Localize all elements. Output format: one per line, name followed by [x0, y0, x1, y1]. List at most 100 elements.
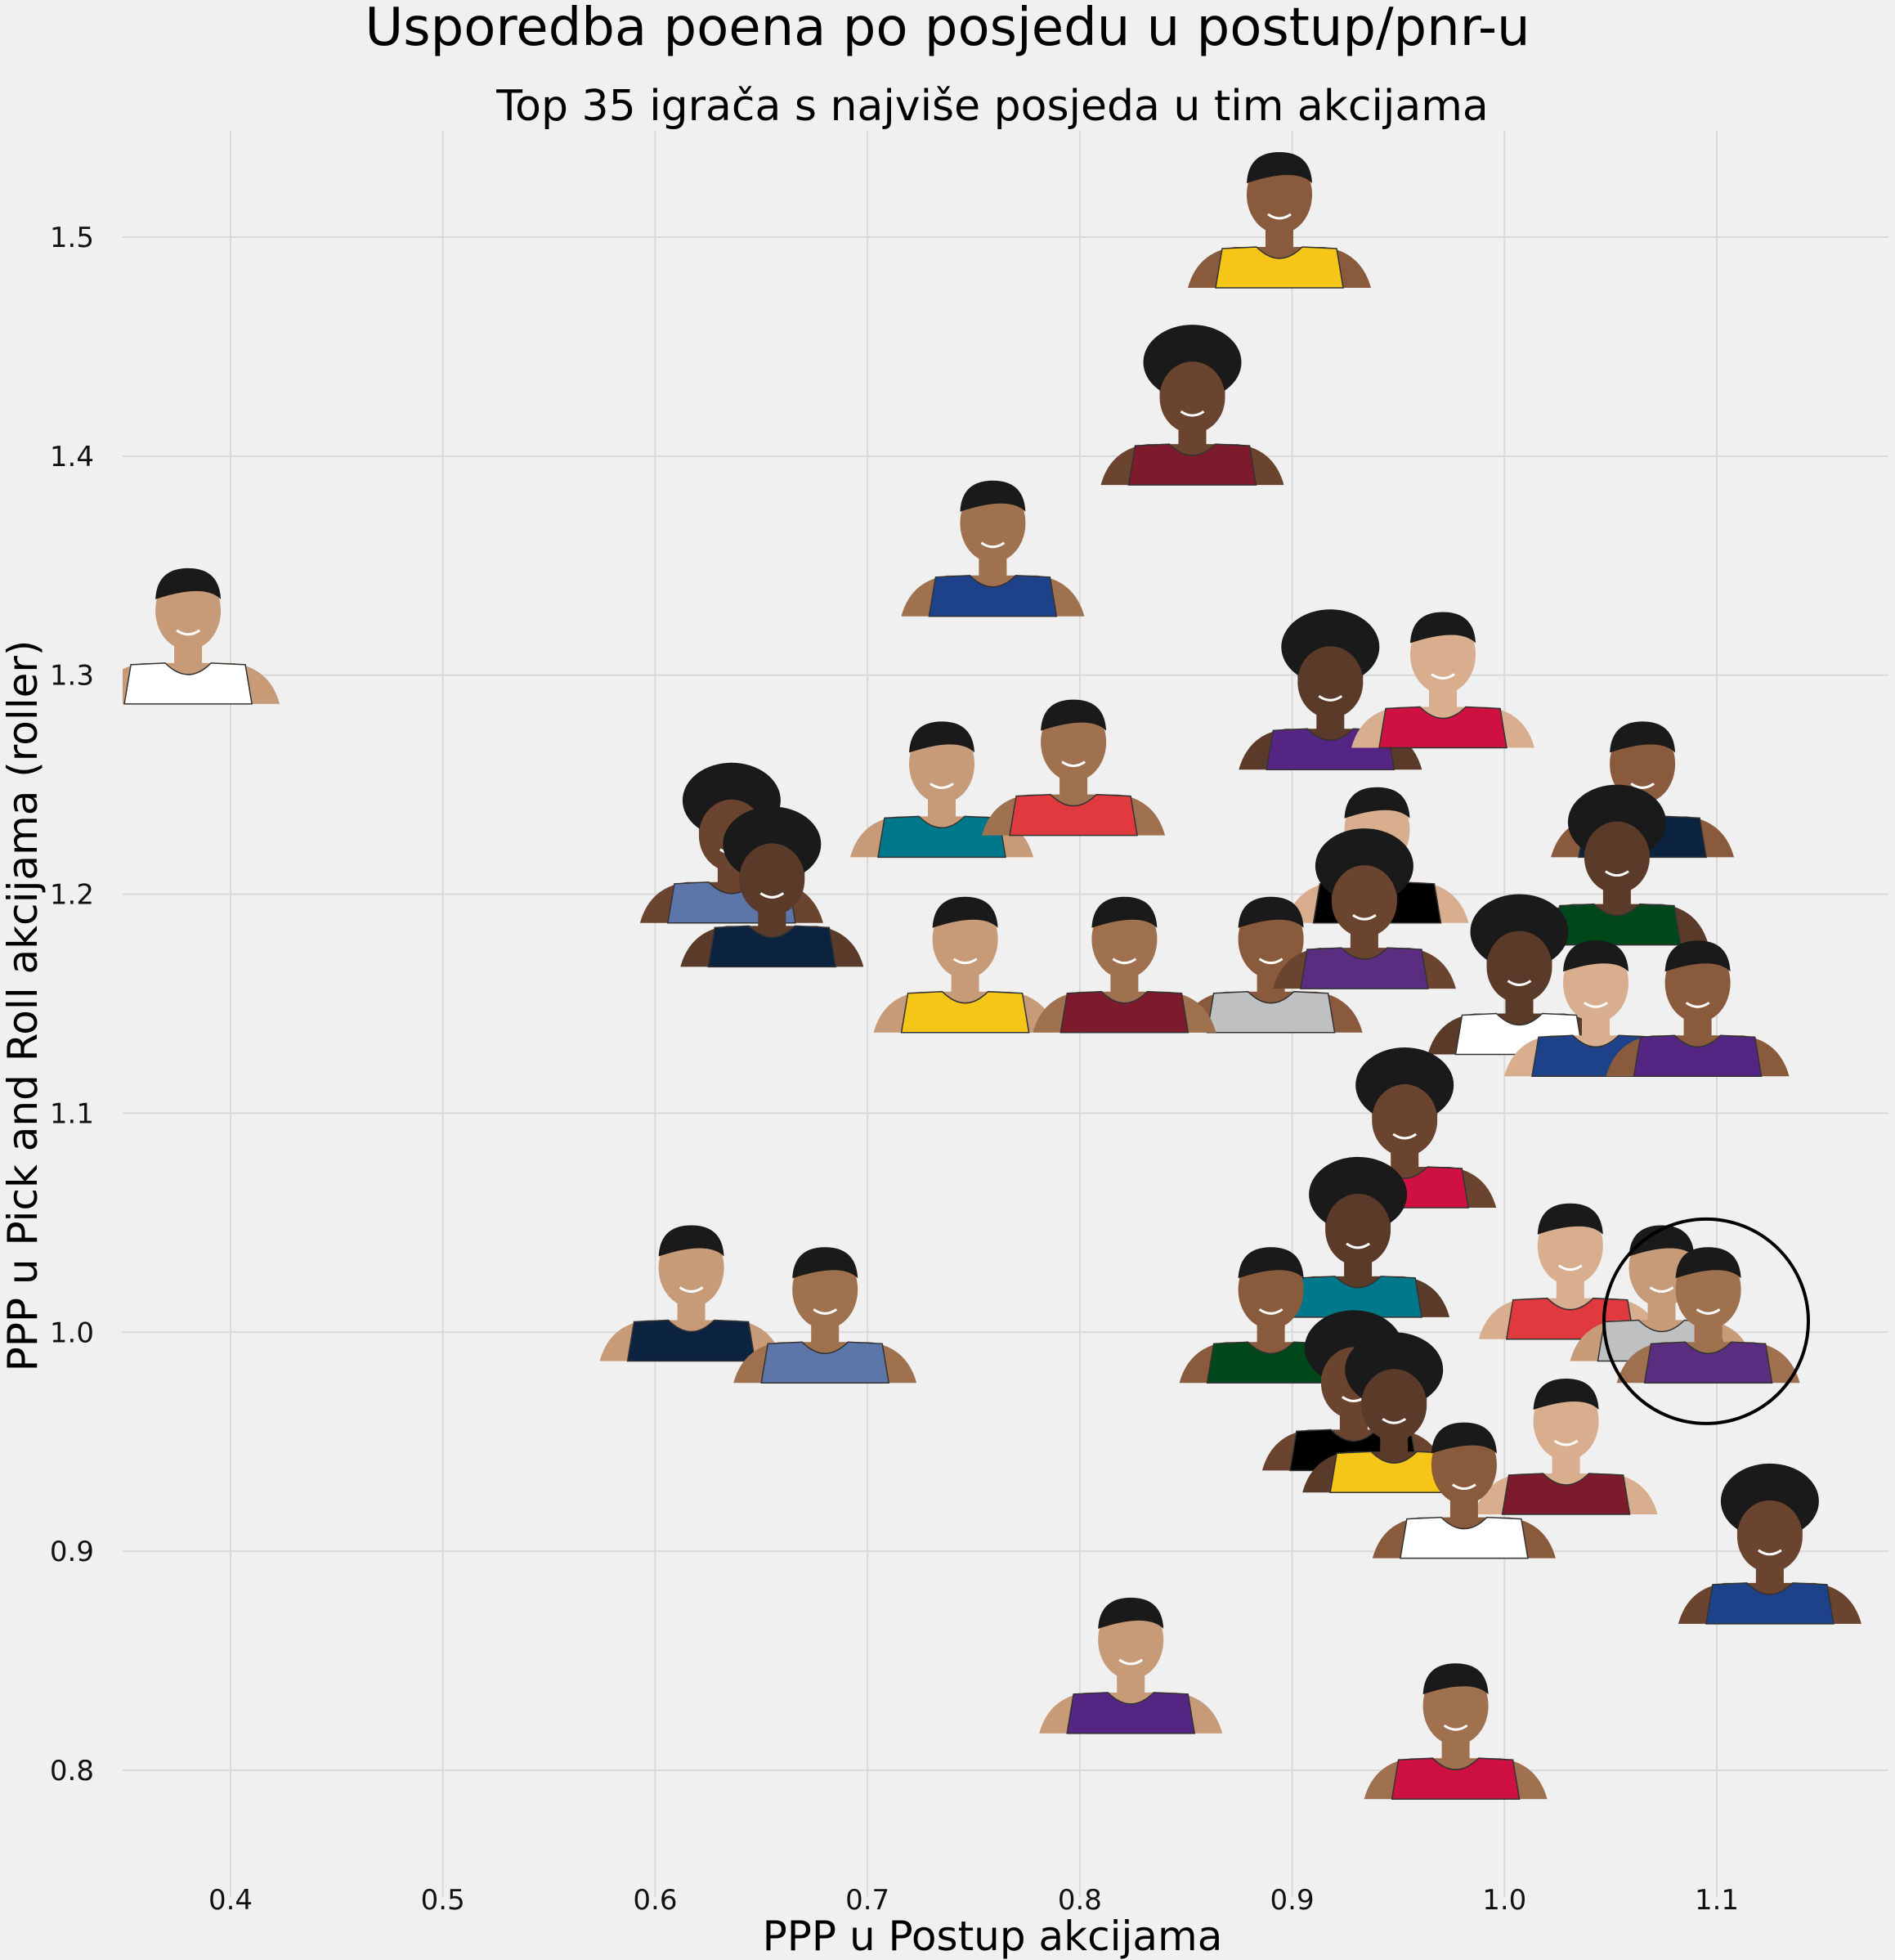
jersey	[626, 1319, 756, 1362]
mouth	[1061, 760, 1086, 768]
face	[739, 843, 805, 916]
hair	[1344, 787, 1410, 819]
jersey	[1705, 1582, 1835, 1625]
y-tick-label: 1.3	[50, 660, 94, 693]
mouth	[1758, 1549, 1782, 1556]
jersey	[707, 925, 837, 968]
mouth	[980, 541, 1006, 549]
player-point	[1474, 1379, 1658, 1515]
mouth	[1452, 1483, 1476, 1491]
x-tick-label: 0.9	[1270, 1884, 1315, 1917]
mouth	[1352, 913, 1377, 921]
mouth	[930, 783, 954, 789]
hair	[1533, 1379, 1599, 1410]
jersey	[877, 815, 1006, 859]
face	[1325, 1193, 1391, 1266]
mouth	[1649, 1286, 1674, 1293]
hair	[1410, 612, 1476, 644]
face	[1331, 865, 1397, 938]
hair	[1238, 1247, 1304, 1279]
mouth	[1696, 1308, 1721, 1315]
player-point	[1033, 896, 1216, 1034]
hair	[1675, 1247, 1741, 1279]
hair	[1431, 1422, 1497, 1454]
hair	[1537, 1203, 1603, 1235]
player-point	[1678, 1463, 1861, 1625]
mouth	[1685, 1002, 1710, 1008]
jersey	[123, 662, 253, 705]
player-point	[982, 699, 1166, 836]
x-tick-label: 0.6	[633, 1884, 677, 1917]
jersey	[1215, 246, 1344, 289]
jersey	[1059, 990, 1189, 1034]
highlight-ring	[1602, 1217, 1811, 1425]
jersey	[1400, 1516, 1529, 1559]
x-tick-label: 0.4	[208, 1884, 253, 1917]
hair	[960, 480, 1026, 512]
y-tick-label: 1.1	[50, 1097, 94, 1130]
player-point	[1266, 1156, 1450, 1318]
mouth	[1382, 1417, 1407, 1424]
y-axis-label: PPP u Pick and Roll akcijama (roller)	[0, 640, 47, 1372]
player-point	[599, 1225, 783, 1362]
chart-subtitle: Top 35 igrača s najviše posjeda u tim ak…	[495, 82, 1489, 131]
hair	[792, 1247, 858, 1279]
x-tick-label: 0.5	[421, 1884, 465, 1917]
player-point	[1525, 784, 1709, 946]
player-point	[1351, 612, 1534, 749]
hair	[1610, 721, 1676, 753]
x-tick-label: 0.7	[845, 1884, 889, 1917]
jersey	[928, 575, 1058, 617]
mouth	[1553, 1439, 1579, 1446]
jersey	[1206, 990, 1336, 1034]
hair	[1563, 940, 1628, 972]
jersey	[1633, 1034, 1763, 1078]
player-point	[1188, 152, 1371, 289]
data-points	[123, 152, 1861, 1800]
hair	[1098, 1597, 1164, 1629]
player-point	[1100, 325, 1284, 486]
hair	[1091, 896, 1158, 928]
mouth	[1258, 1308, 1283, 1315]
player-point	[1478, 1203, 1662, 1340]
jersey	[1009, 793, 1138, 836]
chart-title: Usporedba poena po posjedu u postup/pnr-…	[365, 0, 1530, 58]
player-point	[680, 806, 864, 968]
hair	[1238, 896, 1304, 928]
highlight-circle	[1602, 1217, 1811, 1425]
player-point	[901, 480, 1085, 617]
x-axis-label: PPP u Postup akcijama	[763, 1913, 1223, 1960]
hair	[1628, 1225, 1695, 1257]
jersey	[1501, 1473, 1631, 1515]
jersey	[1293, 1276, 1422, 1318]
player-point	[1179, 1247, 1363, 1384]
mouth	[759, 892, 785, 899]
hair	[1247, 152, 1312, 183]
player-point	[1179, 896, 1363, 1034]
player-point	[1372, 1422, 1556, 1559]
mouth	[1431, 673, 1455, 679]
mouth	[1118, 1658, 1144, 1666]
mouth	[1605, 870, 1629, 877]
y-tick-label: 1.4	[50, 441, 94, 473]
mouth	[813, 1308, 838, 1315]
player-point	[1272, 828, 1456, 989]
hair	[1422, 1663, 1489, 1695]
x-tick-label: 1.0	[1482, 1884, 1526, 1917]
player-point	[873, 896, 1057, 1034]
mouth	[679, 1286, 704, 1293]
jersey	[1329, 1451, 1459, 1493]
mouth	[1258, 958, 1283, 965]
mouth	[1346, 1242, 1370, 1249]
mouth	[1267, 213, 1292, 220]
jersey	[900, 990, 1030, 1034]
tick-labels: 0.4 0.5 0.6 0.7 0.8 0.9 1.0 1.1 0.8 0.9 1.0 1.1 1.2 1…	[50, 222, 1739, 1917]
face	[1372, 1084, 1438, 1156]
face	[1361, 1369, 1427, 1442]
hair	[155, 567, 222, 599]
jersey	[1066, 1692, 1196, 1734]
player-point	[1616, 1247, 1800, 1384]
x-tick-label: 1.1	[1695, 1884, 1739, 1917]
y-tick-label: 1.2	[50, 879, 94, 912]
